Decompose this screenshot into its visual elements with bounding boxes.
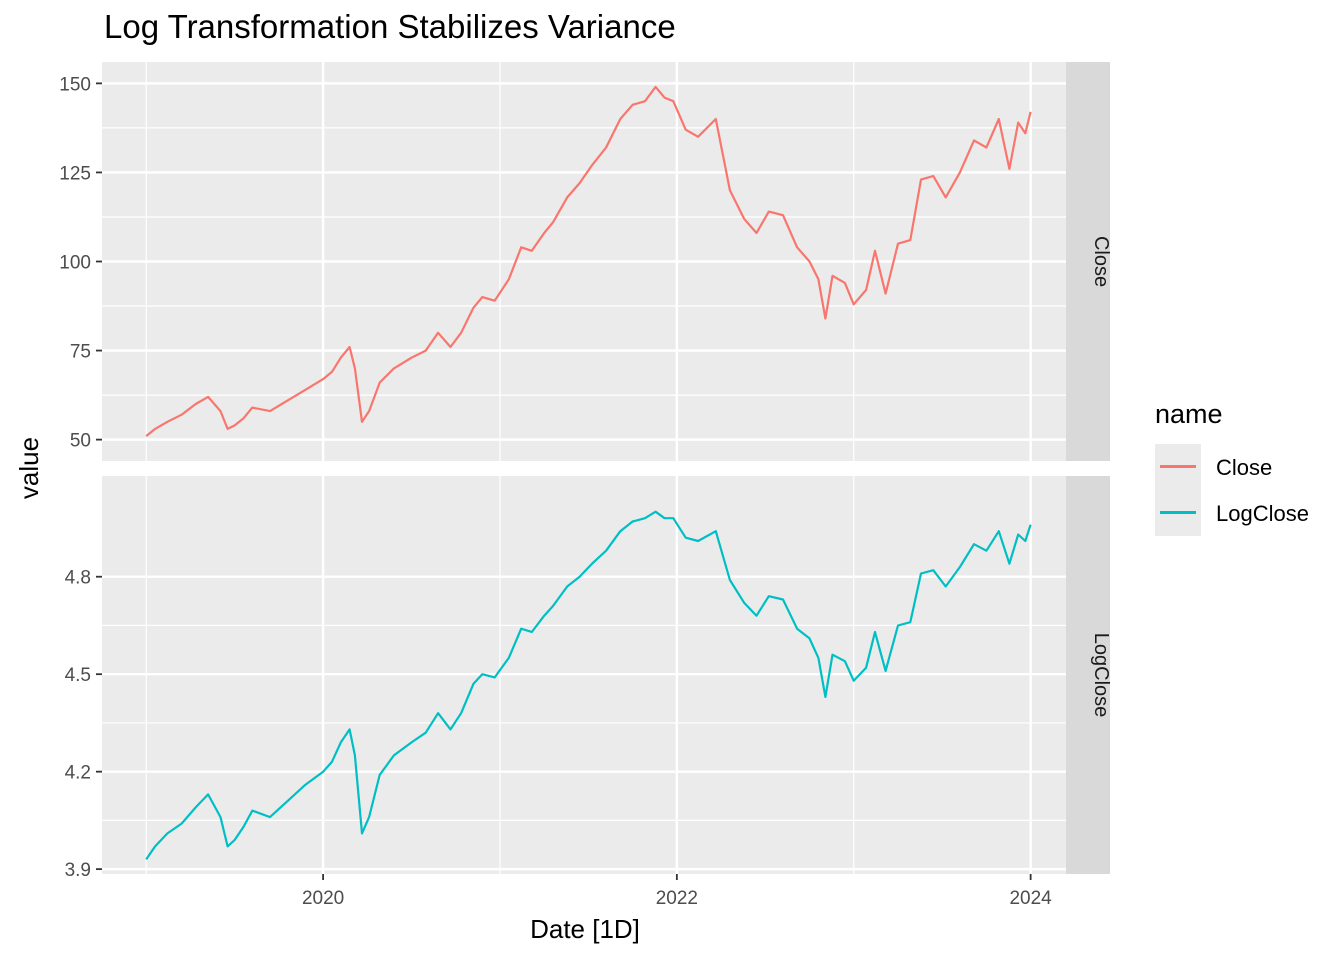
x-axis-title: Date [1D] bbox=[530, 914, 640, 944]
y-tick-label: 150 bbox=[59, 74, 91, 95]
legend-title: name bbox=[1155, 399, 1223, 429]
x-axis: 2020 2022 2024 bbox=[302, 874, 1052, 909]
facet-strip bbox=[1066, 476, 1110, 874]
y-tick-label: 4.5 bbox=[65, 665, 91, 686]
legend-key-close bbox=[1155, 444, 1201, 490]
y-axis-title: value bbox=[14, 437, 44, 499]
y-tick-label: 50 bbox=[70, 431, 91, 452]
legend-label-close: Close bbox=[1216, 455, 1273, 480]
legend-label-logclose: LogClose bbox=[1216, 501, 1309, 526]
legend-key-logclose bbox=[1155, 490, 1201, 536]
facet-panel-logclose: 3.9 4.2 4.5 4.8 LogClose bbox=[65, 476, 1112, 881]
legend: name Close LogClose bbox=[1154, 398, 1334, 558]
facet-panel-close: 50 75 100 125 150 Close bbox=[59, 62, 1112, 461]
x-tick-label: 2020 bbox=[302, 888, 344, 909]
chart-title: Log Transformation Stabilizes Variance bbox=[104, 8, 676, 45]
legend-swatch-logclose bbox=[1160, 511, 1196, 514]
y-tick-label: 4.8 bbox=[65, 568, 91, 589]
x-tick-label: 2024 bbox=[1009, 888, 1052, 909]
y-tick-label: 125 bbox=[59, 163, 91, 184]
x-tick-label: 2022 bbox=[656, 888, 698, 909]
facet-panels: 50 75 100 125 150 Close 3.9 4.2 4.5 4.8 LogClose bbox=[59, 62, 1112, 881]
y-tick-label: 4.2 bbox=[65, 763, 91, 784]
y-tick-label: 100 bbox=[59, 253, 91, 274]
facet-strip bbox=[1066, 62, 1110, 461]
facet-strip-label: Close bbox=[1090, 236, 1112, 287]
y-tick-label: 75 bbox=[70, 342, 91, 363]
series-line-close bbox=[145, 85, 1032, 437]
series-line-logclose bbox=[145, 510, 1032, 861]
y-tick-label: 3.9 bbox=[65, 860, 91, 881]
legend-swatch-close bbox=[1160, 465, 1196, 468]
facet-strip-label: LogClose bbox=[1090, 633, 1112, 718]
